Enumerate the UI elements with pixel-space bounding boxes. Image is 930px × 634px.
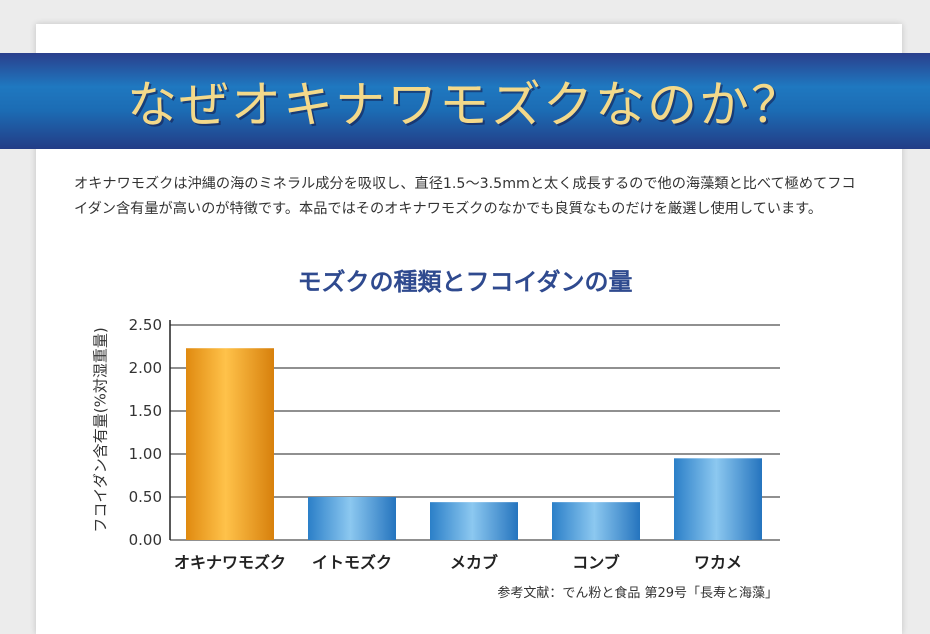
bar-1	[186, 348, 274, 540]
bar-3	[430, 502, 518, 540]
header-banner: なぜオキナワモズクなのか？	[0, 53, 930, 149]
intro-paragraph: オキナワモズクは沖縄の海のミネラル成分を吸収し、直径1.5〜3.5mmと太く成長…	[74, 176, 856, 217]
source-citation: 参考文献：でん粉と食品 第29号「長寿と海藻」	[497, 586, 778, 601]
chart-title: モズクの種類とフコイダンの量	[297, 268, 633, 296]
x-tick-label: オキナワモズク	[174, 553, 286, 572]
y-tick-label: 2.00	[129, 359, 162, 377]
bar-5	[674, 458, 762, 540]
x-tick-label: イトモズク	[312, 553, 392, 572]
bar-4	[552, 502, 640, 540]
y-tick-label: 1.00	[129, 445, 162, 463]
x-tick-label: コンブ	[572, 553, 620, 572]
x-tick-label: ワカメ	[694, 553, 742, 572]
y-tick-label: 2.50	[129, 316, 162, 334]
bar-2	[308, 497, 396, 540]
banner-title: なぜオキナワモズクなのか？	[127, 76, 803, 134]
fucoidan-bar-chart: 0.00 0.50 1.00 1.50 2.00 2.50 オキナワモズク イトモズク メカブ コ…	[129, 316, 780, 572]
y-tick-label: 0.00	[129, 531, 162, 549]
y-tick-label: 1.50	[129, 402, 162, 420]
x-tick-label: メカブ	[450, 553, 498, 572]
y-tick-label: 0.50	[129, 488, 162, 506]
